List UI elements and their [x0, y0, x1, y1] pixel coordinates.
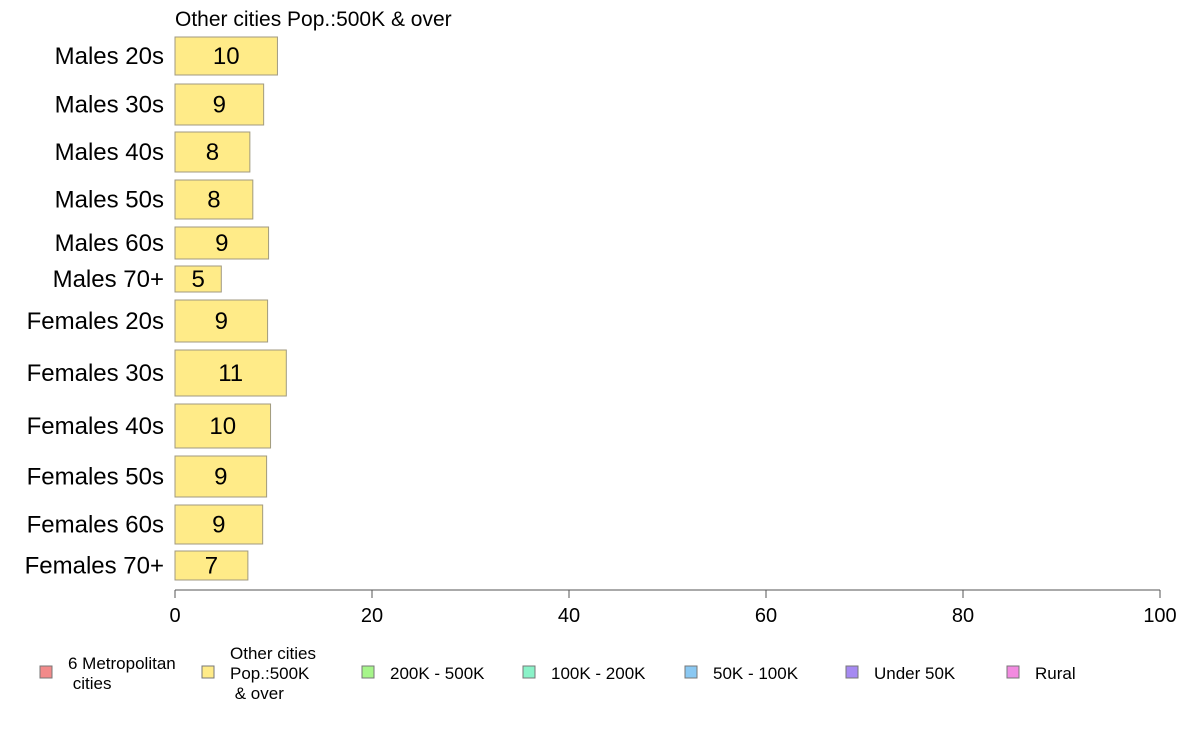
legend-item: Other cities Pop.:500K & over [201, 644, 316, 703]
value-label: 8 [207, 187, 220, 214]
x-tick-label: 100 [1143, 605, 1176, 627]
legend-label: 6 Metropolitan cities [68, 654, 176, 693]
legend-swatch [684, 665, 698, 679]
value-label: 5 [191, 266, 204, 293]
value-label: 7 [205, 553, 218, 580]
value-label: 9 [213, 92, 226, 119]
category-label: Males 40s [55, 139, 164, 166]
category-label: Females 30s [27, 360, 164, 387]
category-label: Females 60s [27, 512, 164, 539]
category-label: Males 60s [55, 230, 164, 257]
bar-males-20s [174, 36, 278, 76]
value-label: 9 [215, 308, 228, 335]
value-label: 9 [214, 464, 227, 491]
legend-swatch [845, 665, 859, 679]
bar-males-70- [174, 265, 222, 293]
category-label: Females 20s [27, 308, 164, 335]
bar-males-50s [174, 179, 254, 220]
legend-label: Other cities Pop.:500K & over [230, 644, 316, 703]
value-label: 9 [215, 230, 228, 257]
legend-swatch [361, 665, 375, 679]
bars-group: Males 20s 10 Males 30s 9 Males 40s 8 Males 50s… [25, 36, 287, 581]
category-label: Males 20s [55, 43, 164, 70]
legend-swatch [522, 665, 536, 679]
value-label: 10 [209, 413, 236, 440]
x-tick-label: 0 [169, 605, 180, 627]
x-tick-label: 40 [558, 605, 580, 627]
category-label: Females 70+ [25, 553, 164, 580]
legend-label: 50K - 100K [713, 664, 799, 683]
value-label: 9 [212, 512, 225, 539]
category-label: Males 70+ [53, 266, 164, 293]
legend-item: 200K - 500K [361, 664, 485, 683]
legend-item: 50K - 100K [684, 664, 799, 683]
value-label: 11 [218, 360, 243, 387]
legend-item: 6 Metropolitan cities [39, 654, 176, 693]
category-label: Females 50s [27, 464, 164, 491]
chart-title: Other cities Pop.:500K & over [175, 8, 452, 31]
bar-males-30s [174, 83, 265, 126]
legend-item: Rural [1006, 664, 1076, 683]
bar-males-40s [174, 131, 251, 173]
legend-swatch [201, 665, 215, 679]
bar-females-20s [174, 299, 269, 343]
value-label: 10 [213, 43, 240, 70]
legend-swatch [39, 665, 53, 679]
bar-females-70- [174, 550, 249, 581]
category-label: Males 50s [55, 187, 164, 214]
bar-females-50s [174, 455, 268, 498]
bar-males-60s [174, 226, 270, 260]
bar-females-60s [174, 504, 264, 545]
x-tick-label: 80 [952, 605, 974, 627]
category-label: Females 40s [27, 413, 164, 440]
legend-label: Under 50K [874, 664, 956, 683]
legend-label: 100K - 200K [551, 664, 646, 683]
legend-label: 200K - 500K [390, 664, 485, 683]
bar-females-40s [174, 403, 272, 449]
category-label: Males 30s [55, 92, 164, 119]
bar-females-30s [174, 349, 287, 397]
value-label: 8 [206, 139, 219, 166]
x-tick-label: 60 [755, 605, 777, 627]
legend-swatch [1006, 665, 1020, 679]
legend-label: Rural [1035, 664, 1076, 683]
x-tick-label: 20 [361, 605, 383, 627]
legend-item: Under 50K [845, 664, 956, 683]
legend-item: 100K - 200K [522, 664, 646, 683]
legend: 6 Metropolitan cities Other cities Pop.:50… [39, 644, 1076, 703]
x-axis: 0 20 40 60 80 100 [169, 589, 1177, 627]
